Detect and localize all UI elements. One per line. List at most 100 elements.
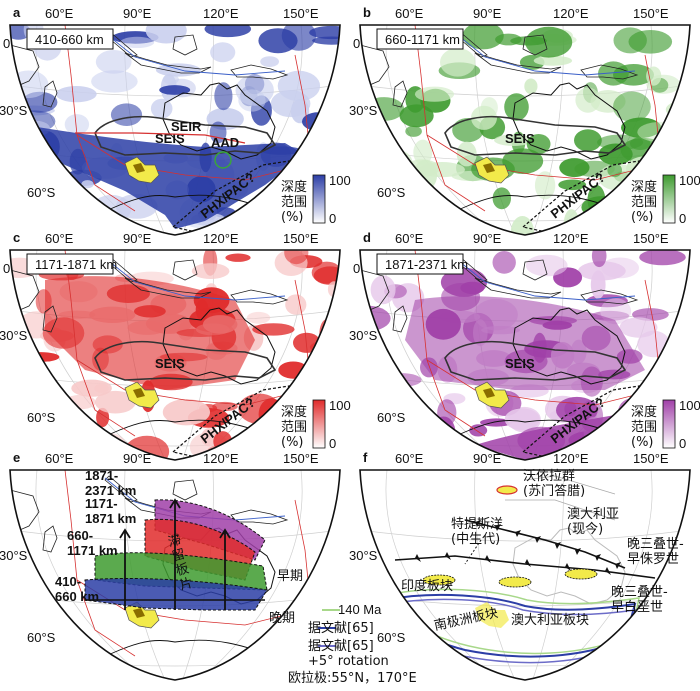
colorbar: 100 0 深度范围(%) — [631, 398, 700, 451]
borneo-coast — [172, 34, 198, 56]
tomography-anomaly — [431, 204, 463, 235]
tomography-anomaly — [225, 253, 251, 262]
subduction-line — [394, 555, 656, 579]
tomography-anomaly — [64, 114, 90, 135]
tomography-anomaly — [439, 210, 469, 227]
trench-line — [104, 257, 286, 301]
longitude-label: 120°E — [553, 451, 589, 466]
tomography-anomaly — [660, 366, 690, 385]
tomography-anomaly — [504, 408, 540, 431]
tomography-anomaly — [389, 216, 416, 227]
madagascar-coast — [392, 80, 408, 108]
longitude-label: 150°E — [633, 451, 669, 466]
tomography-anomaly — [677, 95, 690, 116]
panel-letter: a — [13, 5, 21, 20]
tomography-anomaly — [246, 311, 271, 324]
australia-coast — [162, 82, 276, 160]
tomography-anomaly — [375, 149, 413, 176]
anomaly-core — [133, 608, 145, 618]
late-triassic-cretaceous-label: 晚三叠世-早白垩世 — [611, 585, 668, 615]
africa-coast — [10, 269, 40, 313]
tomography-anomaly — [619, 317, 658, 338]
arrow-head — [219, 528, 231, 539]
wolayang-marker — [496, 485, 518, 495]
tomography-anomaly — [613, 64, 654, 86]
latitude-label: 60°S — [377, 185, 406, 200]
tomography-anomaly — [578, 261, 626, 281]
tomography-anomaly — [284, 250, 309, 265]
tomography-anomaly — [613, 91, 651, 122]
indonesia-coast — [124, 277, 212, 299]
colorbar-scale — [312, 399, 326, 449]
subduction-tooth — [485, 555, 491, 563]
australia-coast — [512, 307, 626, 385]
tomography-anomaly — [469, 424, 488, 437]
anomaly-core — [483, 163, 495, 173]
map-frame — [9, 249, 341, 461]
latitude-label: 30°S — [349, 328, 378, 343]
legend-ref-label: 据文献[65] — [308, 621, 374, 636]
longitude-label: 120°E — [203, 451, 239, 466]
tomography-anomaly — [15, 165, 34, 183]
new-guinea-coast — [230, 289, 289, 305]
terrane-ellipse — [422, 574, 456, 586]
tomography-anomaly — [414, 86, 455, 102]
tomography-anomaly — [311, 261, 340, 284]
indonesia-coast — [124, 52, 212, 74]
subduction-tooth — [525, 559, 531, 567]
map-panel-f: 60°E 90°E 120°E 150°E 30°S 60°S f 沃依拉群(苏门答腊) 特提斯… — [349, 450, 691, 681]
tomography-anomaly — [492, 187, 511, 210]
tomography-anomaly — [510, 216, 534, 235]
tomography-anomaly — [319, 319, 334, 350]
tomography-anomaly — [191, 263, 230, 279]
anomaly-core — [133, 388, 145, 398]
subduction-tooth — [515, 530, 521, 537]
colorbar-scale — [662, 174, 676, 224]
tomography-anomaly — [525, 254, 568, 277]
euler-pole-label: 欧拉极:55°N，170°E — [288, 671, 417, 686]
late-label: 晚期 — [269, 611, 295, 626]
subduction-tooth — [475, 520, 481, 527]
tomography-anomaly — [360, 136, 380, 167]
tomography-anomaly — [214, 82, 233, 111]
tomography-anomaly — [277, 70, 321, 102]
wolayang-label: 沃依拉群(苏门答腊) — [523, 469, 585, 499]
depth-range-box — [26, 253, 114, 275]
panel-letter: f — [363, 450, 368, 465]
colorbar-max: 100 — [679, 173, 700, 188]
depth-label: 1871-2371 km — [85, 468, 136, 498]
tomography-anomaly — [526, 134, 551, 154]
seis-label: SEIS — [155, 356, 185, 371]
tomography-anomaly — [462, 25, 504, 50]
subduction-tooth — [595, 554, 601, 561]
tomography-anomaly — [525, 26, 573, 58]
latitude-label: 30°S — [0, 103, 28, 118]
tomography-anomaly — [204, 25, 252, 38]
tomography-anomaly — [145, 25, 187, 44]
tomography-anomaly — [413, 139, 433, 165]
borneo-coast — [522, 34, 548, 56]
colorbar-min: 0 — [329, 211, 336, 226]
depth-range-label: 660-1171 km — [385, 32, 460, 47]
map-content: 滞留板片 — [10, 470, 340, 680]
tomography-anomaly — [399, 104, 434, 128]
tomography-anomaly — [285, 294, 307, 315]
longitude-label: 90°E — [123, 231, 152, 246]
colorbar-min: 0 — [679, 211, 686, 226]
longitude-label: 60°E — [395, 451, 424, 466]
india-plate-label: 印度板块 — [401, 578, 453, 594]
borneo-coast — [522, 259, 548, 281]
latitude-label: 0 — [353, 261, 360, 276]
longitude-label: 60°E — [395, 6, 424, 21]
longitude-label: 120°E — [203, 6, 239, 21]
longitude-label: 150°E — [283, 6, 319, 21]
indonesia-coast — [474, 277, 562, 299]
latitude-label: 60°S — [377, 410, 406, 425]
depth-label: 410-660 km — [55, 574, 99, 604]
longitude-label: 60°E — [395, 231, 424, 246]
plate-boundary — [76, 134, 306, 181]
tomography-anomaly — [504, 93, 529, 121]
